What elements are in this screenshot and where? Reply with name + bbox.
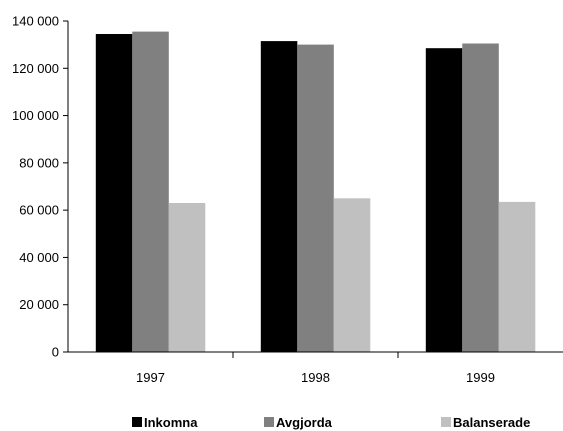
bar-inkomna-1997 [95,34,133,352]
legend-label-inkomna: Inkomna [144,415,198,430]
x-tick-label: 1997 [136,370,165,385]
legend-swatch-balanserade [441,417,451,427]
bar-inkomna-1998 [260,41,298,352]
y-tick-label: 140 000 [12,14,59,29]
legend-swatch-inkomna [132,417,142,427]
axes: 0 20 000 40 000 60 000 80 000 100 000 120 000 1… [12,14,563,385]
y-tick-label: 0 [52,345,59,360]
legend-label-balanserade: Balanserade [453,415,530,430]
x-tick-label: 1999 [466,370,495,385]
bar-balanserade-1998 [333,198,371,352]
legend-label-avgjorda: Avgjorda [276,415,333,430]
legend-swatch-avgjorda [264,417,274,427]
y-tick-label: 20 000 [19,297,59,312]
bar-balanserade-1997 [168,203,206,352]
plot-area [95,31,536,352]
y-tick-label: 80 000 [19,155,59,170]
y-tick-label: 60 000 [19,203,59,218]
y-tick-label: 40 000 [19,250,59,265]
bar-inkomna-1999 [425,48,463,352]
y-tick-label: 100 000 [12,108,59,123]
bar-avgjorda-1998 [297,44,334,352]
bar-avgjorda-1999 [462,43,499,352]
y-tick-label: 120 000 [12,61,59,76]
x-tick-label: 1998 [301,370,330,385]
bar-avgjorda-1997 [132,31,169,352]
bar-balanserade-1999 [498,201,536,352]
legend: Inkomna Avgjorda Balanserade [132,415,530,430]
